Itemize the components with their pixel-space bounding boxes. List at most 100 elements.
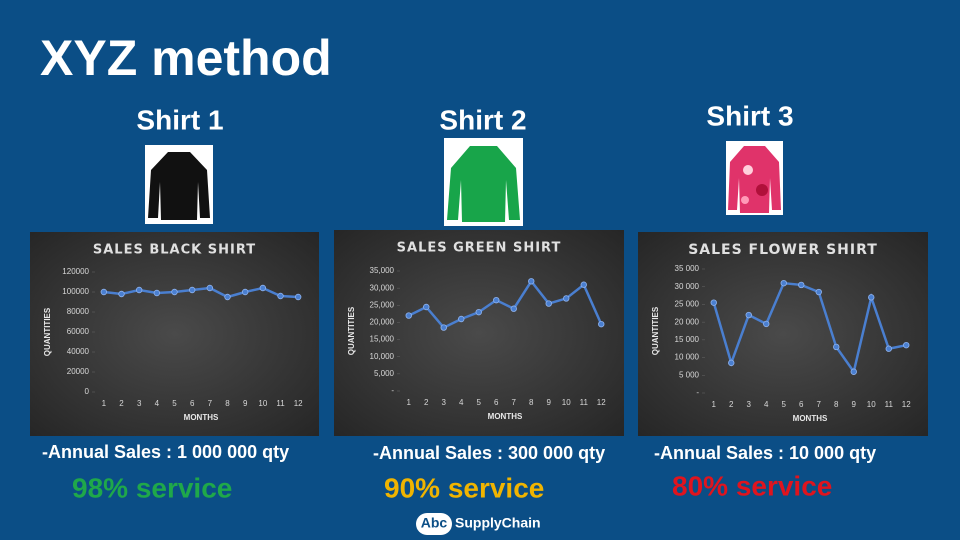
logo-text: SupplyChain — [455, 515, 541, 531]
data-point — [510, 305, 517, 312]
x-tick-label: 6 — [190, 399, 195, 408]
data-point — [171, 288, 178, 296]
x-tick-label: 3 — [137, 399, 142, 408]
x-tick-label: 5 — [782, 400, 787, 409]
x-tick-label: 7 — [512, 398, 517, 407]
x-tick-label: 8 — [225, 399, 230, 408]
x-axis-label: MONTHS — [184, 413, 219, 422]
x-tick-label: 12 — [294, 399, 303, 408]
y-tick-label: 35,000 — [370, 266, 395, 275]
x-tick-label: 10 — [258, 399, 267, 408]
x-tick-label: 1 — [102, 399, 107, 408]
data-point — [903, 341, 910, 349]
annual-sales: -Annual Sales : 10 000 qty — [654, 443, 876, 463]
x-tick-label: 6 — [799, 400, 804, 409]
y-tick-label: 15,000 — [370, 335, 395, 344]
series-line — [712, 281, 907, 375]
chart-title: SALES BLACK SHIRT — [93, 243, 256, 258]
data-point — [815, 288, 822, 296]
chart: SALES BLACK SHIRT MONTHS QUANTITIES 1 2 3 4 5 6 7… — [30, 232, 319, 436]
product-name: Shirt 3 — [706, 100, 793, 131]
x-tick-label: 4 — [764, 400, 769, 409]
y-tick-label: 100000 — [62, 287, 89, 296]
y-tick-label: 35 000 — [675, 264, 700, 273]
y-tick-label: - — [391, 386, 394, 395]
y-tick-label: 15 000 — [675, 335, 700, 344]
y-tick-label: 40000 — [67, 347, 90, 356]
x-tick-label: 1 — [407, 398, 412, 407]
data-point — [798, 281, 805, 289]
y-tick-label: 5,000 — [374, 369, 395, 378]
data-point — [580, 281, 587, 288]
annual-sales: -Annual Sales : 1 000 000 qty — [42, 442, 289, 462]
data-point — [710, 299, 717, 306]
x-tick-label: 11 — [580, 398, 589, 407]
data-point — [135, 286, 143, 294]
y-tick-label: 5 000 — [679, 370, 700, 379]
y-axis-label: QUANTITIES — [43, 307, 52, 356]
service-level: 90% service — [384, 472, 544, 503]
y-tick-label: - — [696, 388, 699, 397]
x-tick-label: 7 — [208, 399, 213, 408]
x-tick-label: 12 — [902, 400, 911, 409]
data-point — [833, 343, 840, 351]
x-tick-label: 1 — [712, 400, 717, 409]
data-point — [850, 368, 857, 375]
chart-panel — [334, 230, 624, 436]
data-point — [118, 290, 125, 298]
y-tick-label: 10 000 — [675, 353, 700, 362]
chart-title: SALES FLOWER SHIRT — [688, 242, 878, 258]
shirt-photo — [145, 145, 213, 224]
chart-panel — [638, 232, 928, 436]
data-point — [745, 311, 752, 319]
y-axis-label: QUANTITIES — [347, 306, 356, 355]
data-point — [545, 300, 552, 307]
x-tick-label: 12 — [597, 398, 606, 407]
data-point — [188, 286, 196, 294]
service-level: 80% service — [672, 470, 832, 501]
y-tick-label: 20000 — [67, 367, 90, 376]
data-point — [885, 345, 892, 352]
data-point — [423, 303, 430, 311]
x-axis-label: MONTHS — [488, 412, 523, 421]
data-point — [224, 293, 231, 301]
data-point — [259, 284, 267, 292]
chart-title: SALES GREEN SHIRT — [397, 241, 562, 256]
x-tick-label: 9 — [547, 398, 552, 407]
y-tick-label: 10,000 — [370, 352, 395, 361]
x-tick-label: 11 — [276, 399, 285, 408]
y-tick-label: 20,000 — [370, 318, 395, 327]
service-level: 98% service — [72, 472, 232, 503]
data-point — [206, 284, 214, 292]
x-tick-label: 4 — [155, 399, 160, 408]
x-tick-label: 11 — [885, 400, 894, 409]
x-tick-label: 9 — [852, 400, 857, 409]
slide-title: XYZ method — [40, 30, 332, 86]
data-point — [763, 320, 770, 328]
data-point — [153, 289, 161, 297]
x-tick-label: 10 — [562, 398, 571, 407]
data-point — [458, 315, 465, 323]
x-axis-label: MONTHS — [793, 414, 828, 423]
data-point — [440, 324, 447, 331]
x-tick-label: 10 — [867, 400, 876, 409]
y-tick-label: 20 000 — [675, 317, 700, 326]
chart-panel — [30, 232, 319, 436]
product-name: Shirt 2 — [439, 104, 526, 135]
x-tick-label: 5 — [477, 398, 482, 407]
data-point — [277, 292, 284, 300]
y-tick-label: 30 000 — [675, 282, 700, 291]
data-point — [475, 308, 482, 316]
y-tick-label: 25 000 — [675, 300, 700, 309]
series-line — [408, 279, 603, 330]
x-tick-label: 8 — [529, 398, 534, 407]
x-tick-label: 7 — [817, 400, 822, 409]
y-tick-label: 60000 — [67, 327, 90, 336]
y-tick-label: 0 — [85, 387, 90, 396]
x-tick-label: 5 — [172, 399, 177, 408]
data-point — [493, 296, 500, 304]
y-tick-label: 25,000 — [370, 300, 395, 309]
data-point — [528, 278, 535, 285]
